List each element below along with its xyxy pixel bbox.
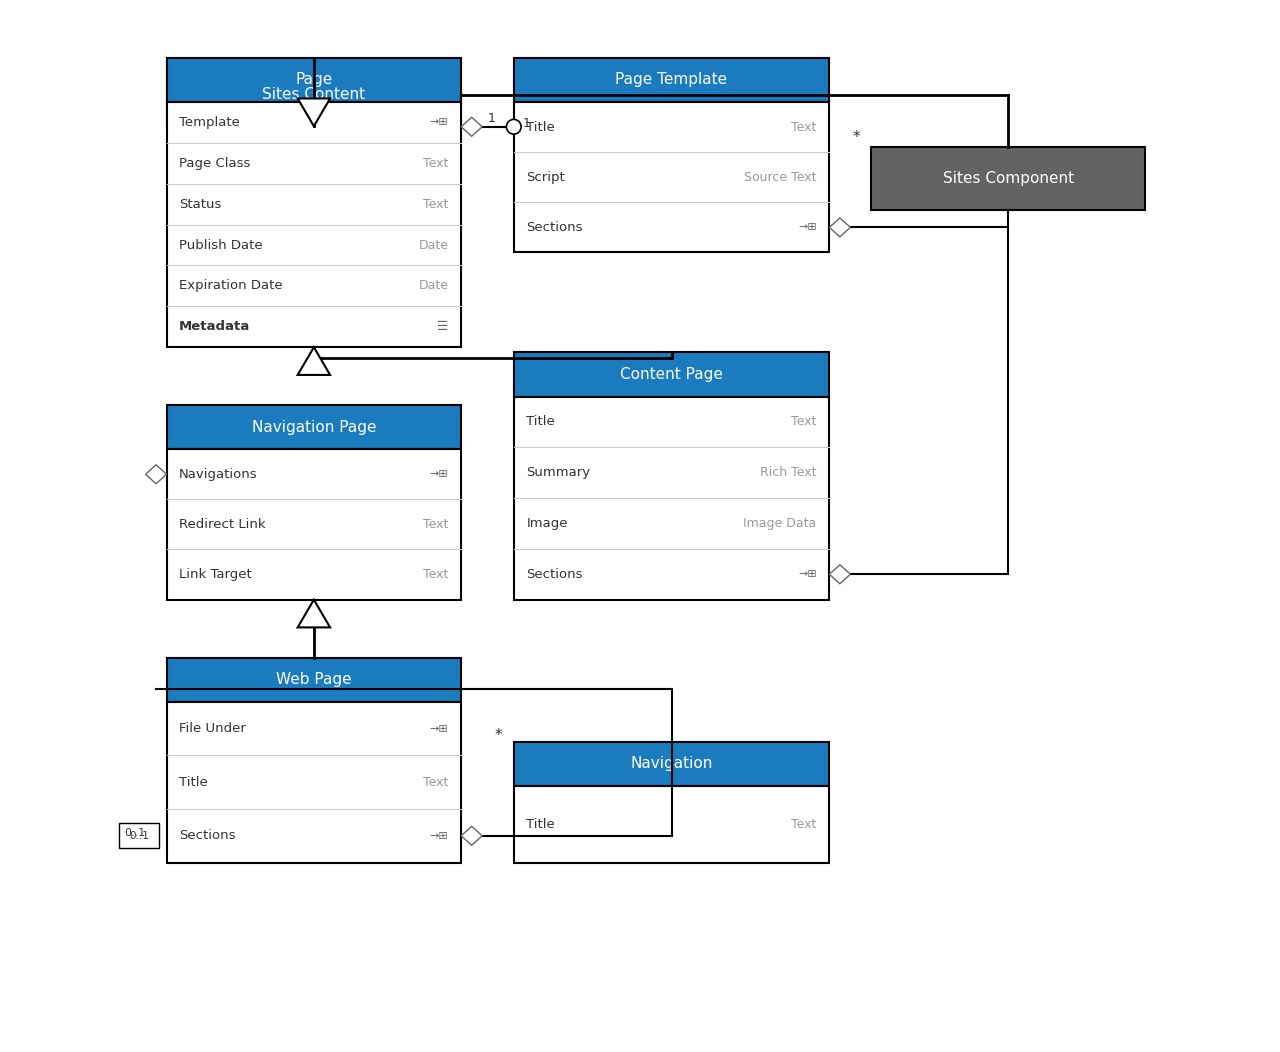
Text: Text: Text	[424, 518, 448, 531]
Text: Web Page: Web Page	[276, 672, 352, 687]
Text: 0..1: 0..1	[129, 831, 150, 841]
Text: Script: Script	[526, 170, 566, 184]
FancyBboxPatch shape	[513, 397, 829, 600]
Text: ☰: ☰	[438, 320, 448, 333]
FancyBboxPatch shape	[166, 102, 461, 347]
Text: Text: Text	[424, 775, 448, 789]
Polygon shape	[461, 117, 483, 136]
FancyBboxPatch shape	[166, 658, 461, 702]
Text: Link Target: Link Target	[179, 568, 252, 581]
Text: Title: Title	[526, 817, 556, 831]
Text: Sections: Sections	[526, 568, 582, 581]
Text: Sites Content: Sites Content	[262, 87, 366, 102]
FancyBboxPatch shape	[166, 58, 461, 102]
Text: Source Text: Source Text	[744, 170, 817, 184]
Text: Sections: Sections	[526, 221, 582, 234]
Text: Page Class: Page Class	[179, 157, 251, 169]
Text: Metadata: Metadata	[179, 320, 251, 333]
FancyBboxPatch shape	[513, 352, 829, 397]
FancyBboxPatch shape	[872, 147, 1146, 210]
Text: Text: Text	[424, 157, 448, 169]
Text: Publish Date: Publish Date	[179, 239, 262, 251]
FancyBboxPatch shape	[119, 824, 159, 848]
Text: →⊞: →⊞	[430, 724, 448, 733]
Text: →⊞: →⊞	[430, 469, 448, 480]
Text: File Under: File Under	[179, 722, 246, 735]
Text: Image Data: Image Data	[744, 517, 817, 530]
Text: 1: 1	[522, 117, 530, 129]
Text: Status: Status	[179, 198, 221, 210]
Text: Redirect Link: Redirect Link	[179, 518, 266, 531]
Text: Navigation Page: Navigation Page	[252, 420, 376, 434]
Text: Content Page: Content Page	[620, 367, 723, 382]
Text: Summary: Summary	[526, 466, 590, 480]
Text: Text: Text	[424, 568, 448, 581]
FancyBboxPatch shape	[513, 58, 829, 102]
FancyBboxPatch shape	[513, 102, 829, 252]
Circle shape	[507, 119, 521, 135]
Polygon shape	[829, 218, 850, 237]
Text: Date: Date	[419, 239, 448, 251]
Text: Navigation: Navigation	[630, 756, 713, 771]
Text: Image: Image	[526, 517, 568, 530]
Polygon shape	[461, 827, 483, 846]
Text: Title: Title	[526, 416, 556, 428]
Text: 1: 1	[488, 112, 495, 124]
Text: →⊞: →⊞	[430, 118, 448, 127]
Text: →⊞: →⊞	[430, 831, 448, 841]
Text: →⊞: →⊞	[797, 222, 817, 232]
Text: Title: Title	[179, 775, 207, 789]
Text: Template: Template	[179, 116, 241, 129]
FancyBboxPatch shape	[166, 405, 461, 449]
Text: Text: Text	[424, 198, 448, 210]
Text: Navigations: Navigations	[179, 468, 257, 481]
Text: 0..1: 0..1	[124, 828, 146, 837]
Polygon shape	[298, 99, 330, 126]
Text: *: *	[852, 130, 860, 145]
Text: Text: Text	[791, 121, 817, 134]
Text: Page Template: Page Template	[616, 73, 727, 87]
FancyBboxPatch shape	[513, 742, 829, 786]
Text: Text: Text	[791, 817, 817, 831]
Text: Page: Page	[296, 73, 333, 87]
Text: Date: Date	[419, 280, 448, 292]
Text: Sections: Sections	[179, 829, 236, 843]
Polygon shape	[146, 465, 166, 484]
Polygon shape	[829, 565, 850, 584]
Text: Title: Title	[526, 121, 556, 134]
Text: Text: Text	[791, 416, 817, 428]
Text: Rich Text: Rich Text	[760, 466, 817, 480]
Text: *: *	[495, 728, 503, 743]
FancyBboxPatch shape	[166, 449, 461, 600]
FancyBboxPatch shape	[513, 786, 829, 863]
FancyBboxPatch shape	[166, 63, 461, 126]
Polygon shape	[298, 600, 330, 627]
FancyBboxPatch shape	[166, 702, 461, 863]
Text: Expiration Date: Expiration Date	[179, 280, 283, 292]
Polygon shape	[298, 347, 330, 375]
Text: Sites Component: Sites Component	[942, 171, 1074, 186]
Text: →⊞: →⊞	[797, 569, 817, 580]
